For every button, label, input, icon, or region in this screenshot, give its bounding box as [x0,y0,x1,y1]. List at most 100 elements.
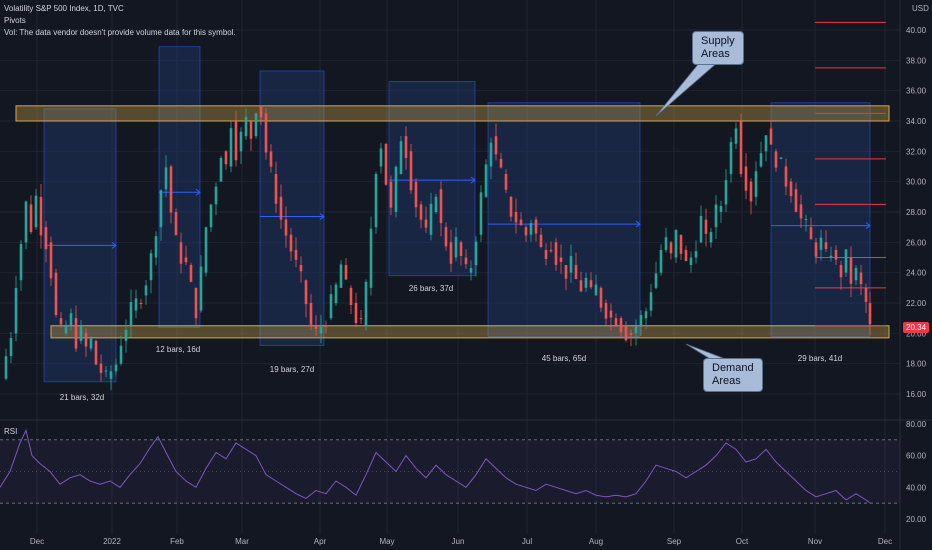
candle-body [634,326,638,334]
candle-body [184,257,188,263]
candle-body [504,174,508,190]
candle-body [129,302,133,326]
candle-body [144,285,148,296]
candle-body [89,338,93,349]
currency-label: USD [912,4,929,13]
rsi-indicator-label[interactable]: RSI [4,427,18,436]
candle-body [354,303,358,324]
candle-body [209,204,213,228]
candle-body [539,234,543,247]
candle-body [699,215,703,243]
candle-body [424,219,428,228]
range-label: 45 bars, 65d [542,354,586,363]
candle-body [189,265,193,282]
candle-body [104,370,108,372]
candle-body [529,223,533,235]
candle-body [434,196,438,212]
candle-body [719,205,723,212]
candle-body [739,121,743,174]
candle-body [199,266,203,311]
candle-body [644,311,648,319]
candle-body [319,326,323,334]
rsi-band [0,439,900,504]
range-label: 26 bars, 37d [409,284,453,293]
candle-body [589,280,593,288]
candle-body [399,141,403,175]
candle-body [639,315,643,326]
candle-body [414,181,418,208]
price-tick-label: 28.00 [906,208,927,217]
candle-body [99,363,103,373]
candle-body [284,219,288,236]
time-tick-label: Oct [736,537,749,546]
candle-body [659,249,663,273]
candle-body [834,249,838,260]
candle-body [454,237,458,258]
candle-body [664,237,668,250]
candle-body [759,153,763,167]
range-arrowhead [195,188,201,196]
candle-body [804,218,808,220]
range-arrowhead [635,220,641,228]
candle-body [669,242,673,254]
range-label: 29 bars, 41d [798,354,842,363]
candle-body [369,228,373,288]
candle-body [694,251,698,258]
candlestick-series [4,105,872,391]
candle-body [204,227,208,273]
pivots-indicator-label[interactable]: Pivots [4,16,26,25]
time-tick-label: Nov [808,537,822,546]
candle-body [359,318,363,320]
candle-body [379,148,383,167]
rsi-line [0,428,871,504]
price-tick-label: 40.00 [906,26,927,35]
candle-body [444,227,448,247]
candle-body [784,166,788,187]
symbol-title[interactable]: Volatility S&P 500 Index, 1D, TVC [4,4,124,13]
candle-body [244,117,248,137]
candle-body [769,128,773,145]
candle-body [829,255,833,258]
rsi-tick-label: 40.00 [906,483,927,492]
candle-body [809,227,813,240]
candle-body [149,253,153,281]
candle-body [279,196,283,220]
candle-body [764,135,768,152]
candle-body [264,113,268,153]
price-tick-label: 24.00 [906,269,927,278]
time-tick-label: Sep [667,537,682,546]
candle-body [324,325,328,327]
candle-body [864,287,868,302]
rsi-tick-label: 20.00 [906,515,927,524]
candle-body [449,242,453,264]
candle-body [219,157,223,182]
candle-body [194,287,198,319]
candle-body [779,157,783,159]
candle-body [794,189,798,212]
candle-body [814,242,818,257]
candle-body [569,256,573,273]
candle-body [849,257,853,284]
candle-body [499,158,503,168]
candle-body [114,364,118,372]
time-tick-label: Jun [452,537,465,546]
candle-body [254,113,258,137]
candle-body [274,174,278,204]
candle-body [164,167,168,190]
candle-body [724,180,728,205]
candle-body [544,249,548,260]
range-box [487,102,641,337]
candle-body [269,151,273,167]
candle-body [494,136,498,155]
candle-body [604,303,608,319]
candle-body [654,273,658,288]
candle-body [514,212,518,223]
candle-body [614,318,618,326]
candle-body [224,151,228,165]
time-tick-label: Aug [589,537,603,546]
price-tick-label: 32.00 [906,147,927,156]
candle-body [44,227,48,250]
candle-body [109,371,113,379]
price-tick-label: 22.00 [906,299,927,308]
price-tick-label: 20.00 [906,329,927,338]
